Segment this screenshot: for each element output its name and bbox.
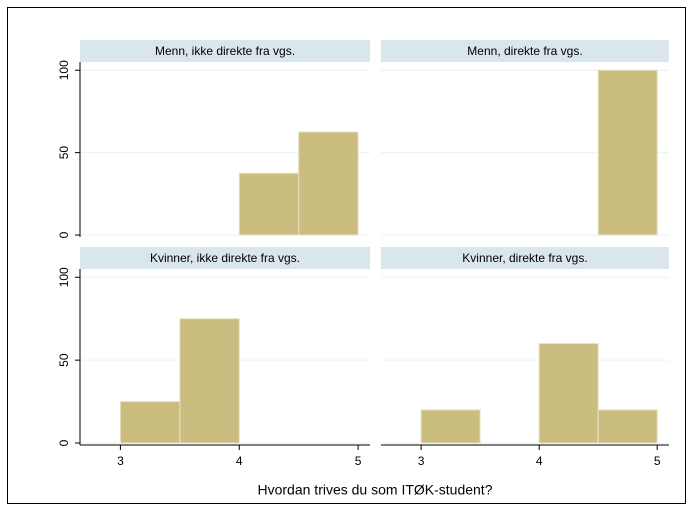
x-tick-label: 3 bbox=[418, 454, 425, 468]
bar bbox=[420, 409, 481, 444]
y-tick-label: 0 bbox=[57, 231, 71, 238]
bar bbox=[538, 343, 599, 444]
bar bbox=[298, 131, 359, 236]
y-tick-label: 50 bbox=[57, 146, 71, 160]
y-tick-label: 0 bbox=[57, 439, 71, 446]
x-tick-label: 4 bbox=[536, 454, 543, 468]
x-tick-label: 4 bbox=[236, 454, 243, 468]
strip bbox=[80, 247, 370, 269]
y-tick-label: 100 bbox=[57, 60, 71, 80]
strip bbox=[80, 40, 370, 62]
y-tick-label: 50 bbox=[57, 353, 71, 367]
strip bbox=[381, 40, 669, 62]
x-tick-label: 5 bbox=[355, 454, 362, 468]
x-tick-label: 3 bbox=[117, 454, 124, 468]
panel-title: Kvinner, ikke direkte fra vgs. bbox=[150, 251, 300, 265]
panel-title: Menn, ikke direkte fra vgs. bbox=[155, 44, 295, 58]
panel-title: Kvinner, direkte fra vgs. bbox=[462, 251, 587, 265]
strip bbox=[381, 247, 669, 269]
bar bbox=[238, 172, 300, 236]
bar bbox=[119, 401, 181, 444]
panel-title: Menn, direkte fra vgs. bbox=[467, 44, 582, 58]
bar bbox=[597, 69, 658, 236]
bar bbox=[597, 409, 658, 444]
bar bbox=[179, 318, 240, 444]
x-tick-label: 5 bbox=[654, 454, 661, 468]
x-axis-label: Hvordan trives du som ITØK-student? bbox=[258, 482, 493, 498]
y-tick-label: 100 bbox=[57, 267, 71, 287]
